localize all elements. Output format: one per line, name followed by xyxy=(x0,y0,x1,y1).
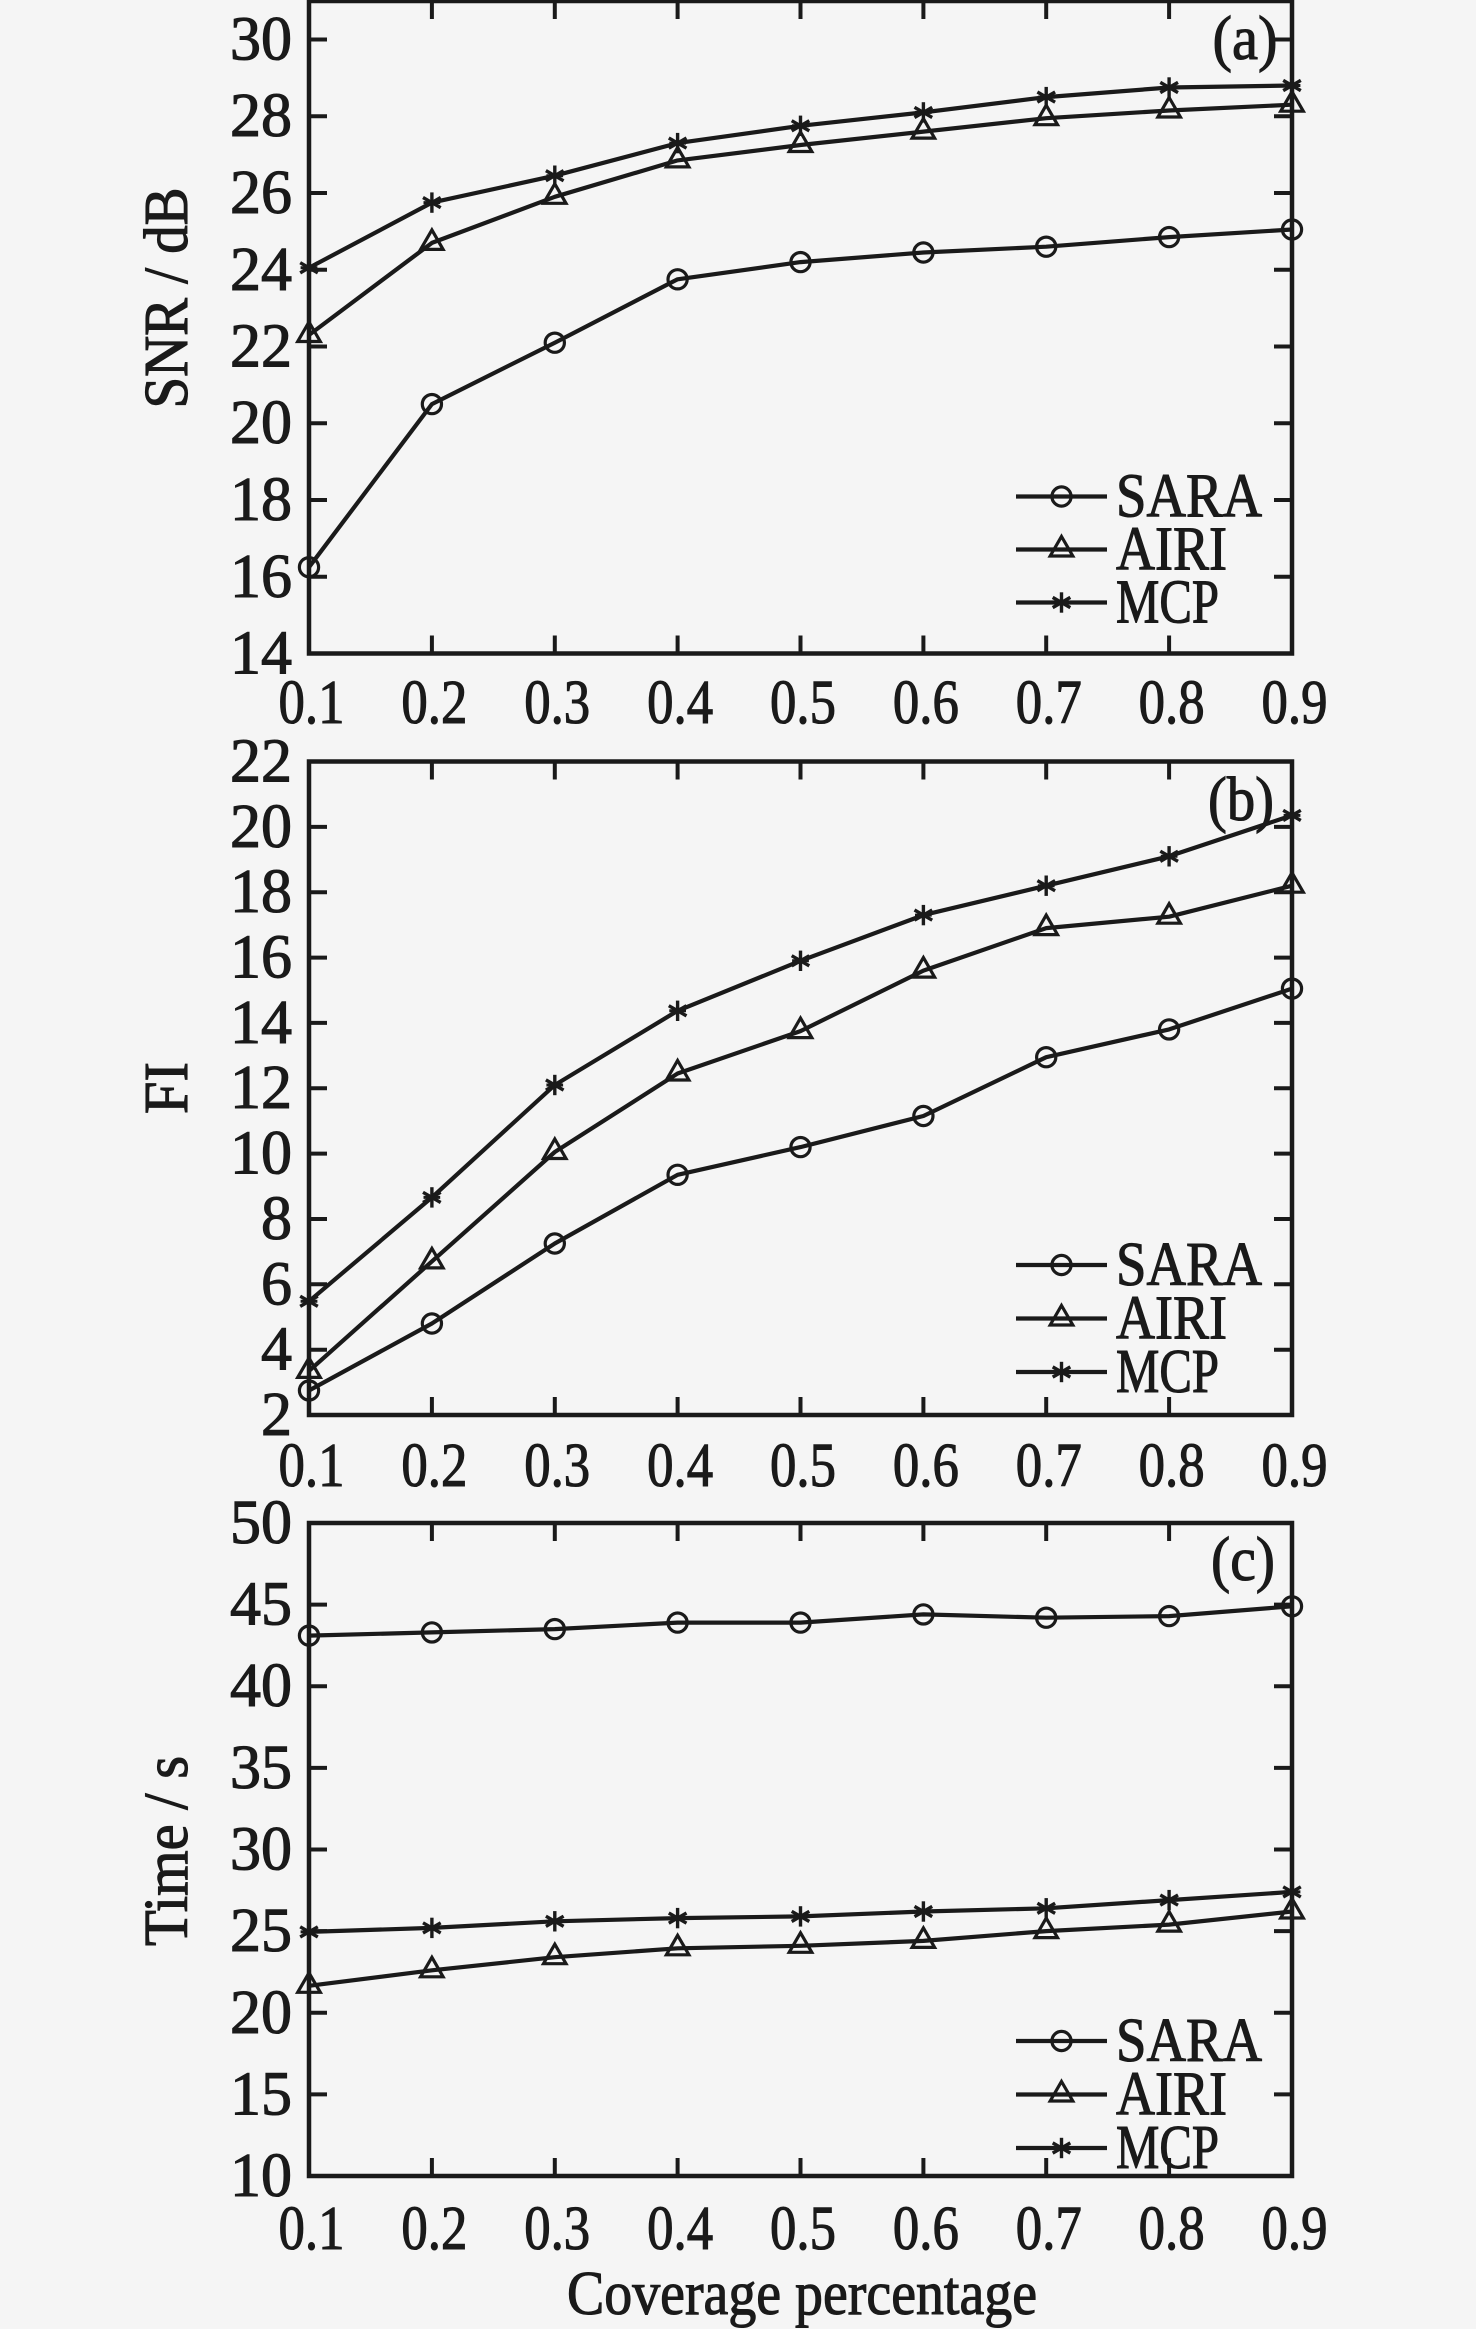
svg-text:0.1: 0.1 xyxy=(279,669,345,737)
svg-text:10: 10 xyxy=(230,2142,292,2210)
svg-text:0.7: 0.7 xyxy=(1016,2195,1082,2263)
svg-text:0.7: 0.7 xyxy=(1016,1432,1082,1500)
svg-text:0.3: 0.3 xyxy=(524,1432,590,1500)
svg-text:0.4: 0.4 xyxy=(647,1432,713,1500)
svg-text:0.1: 0.1 xyxy=(279,1432,345,1500)
svg-text:AIRI: AIRI xyxy=(1116,1285,1227,1353)
svg-text:24: 24 xyxy=(230,236,292,304)
svg-text:25: 25 xyxy=(230,1897,292,1965)
svg-text:50: 50 xyxy=(230,1489,292,1557)
svg-text:0.6: 0.6 xyxy=(893,669,959,737)
svg-text:14: 14 xyxy=(230,620,292,688)
svg-text:22: 22 xyxy=(230,728,292,796)
svg-text:4: 4 xyxy=(261,1316,292,1384)
svg-text:SNR / dB: SNR / dB xyxy=(133,188,201,409)
svg-text:0.6: 0.6 xyxy=(893,2195,959,2263)
svg-text:8: 8 xyxy=(261,1185,292,1253)
svg-text:16: 16 xyxy=(230,924,292,992)
svg-text:18: 18 xyxy=(230,858,292,926)
svg-text:0.5: 0.5 xyxy=(770,2195,836,2263)
svg-text:0.3: 0.3 xyxy=(524,669,590,737)
svg-text:12: 12 xyxy=(230,1054,292,1122)
svg-text:26: 26 xyxy=(230,159,292,227)
svg-text:0.4: 0.4 xyxy=(647,2195,713,2263)
svg-text:0.9: 0.9 xyxy=(1262,1432,1328,1500)
svg-text:SARA: SARA xyxy=(1116,463,1262,531)
svg-text:0.1: 0.1 xyxy=(279,2195,345,2263)
svg-text:45: 45 xyxy=(230,1571,292,1639)
svg-text:35: 35 xyxy=(230,1734,292,1802)
svg-text:0.9: 0.9 xyxy=(1262,2195,1328,2263)
svg-text:28: 28 xyxy=(230,82,292,150)
svg-text:(b): (b) xyxy=(1208,766,1274,834)
svg-text:MCP: MCP xyxy=(1116,569,1219,637)
svg-text:FI: FI xyxy=(133,1062,201,1114)
svg-text:0.5: 0.5 xyxy=(770,669,836,737)
svg-text:0.3: 0.3 xyxy=(524,2195,590,2263)
svg-text:(c): (c) xyxy=(1211,1526,1275,1594)
svg-text:6: 6 xyxy=(261,1250,292,1318)
svg-text:0.8: 0.8 xyxy=(1139,669,1205,737)
svg-text:14: 14 xyxy=(230,989,292,1057)
svg-text:0.2: 0.2 xyxy=(401,669,467,737)
svg-text:20: 20 xyxy=(230,1979,292,2047)
svg-text:MCP: MCP xyxy=(1116,2114,1219,2182)
svg-text:15: 15 xyxy=(230,2060,292,2128)
svg-text:2: 2 xyxy=(261,1381,292,1449)
svg-text:0.8: 0.8 xyxy=(1139,2195,1205,2263)
svg-text:30: 30 xyxy=(230,6,292,74)
svg-text:40: 40 xyxy=(230,1652,292,1720)
svg-text:Coverage percentage: Coverage percentage xyxy=(567,2260,1037,2328)
svg-text:0.7: 0.7 xyxy=(1016,669,1082,737)
svg-text:0.5: 0.5 xyxy=(770,1432,836,1500)
svg-text:10: 10 xyxy=(230,1120,292,1188)
svg-text:SARA: SARA xyxy=(1116,1231,1262,1299)
svg-text:20: 20 xyxy=(230,793,292,861)
svg-text:0.4: 0.4 xyxy=(647,669,713,737)
svg-text:0.2: 0.2 xyxy=(401,2195,467,2263)
svg-text:18: 18 xyxy=(230,466,292,534)
svg-text:AIRI: AIRI xyxy=(1116,2061,1227,2129)
svg-text:0.8: 0.8 xyxy=(1139,1432,1205,1500)
svg-text:Time / s: Time / s xyxy=(133,1756,201,1946)
svg-text:22: 22 xyxy=(230,313,292,381)
svg-text:0.6: 0.6 xyxy=(893,1432,959,1500)
svg-text:0.2: 0.2 xyxy=(401,1432,467,1500)
svg-text:16: 16 xyxy=(230,543,292,611)
svg-text:20: 20 xyxy=(230,389,292,457)
svg-text:AIRI: AIRI xyxy=(1116,516,1227,584)
svg-text:0.9: 0.9 xyxy=(1262,669,1328,737)
svg-text:(a): (a) xyxy=(1213,5,1278,73)
svg-text:SARA: SARA xyxy=(1116,2007,1262,2075)
svg-text:MCP: MCP xyxy=(1116,1338,1219,1406)
svg-text:30: 30 xyxy=(230,1816,292,1884)
